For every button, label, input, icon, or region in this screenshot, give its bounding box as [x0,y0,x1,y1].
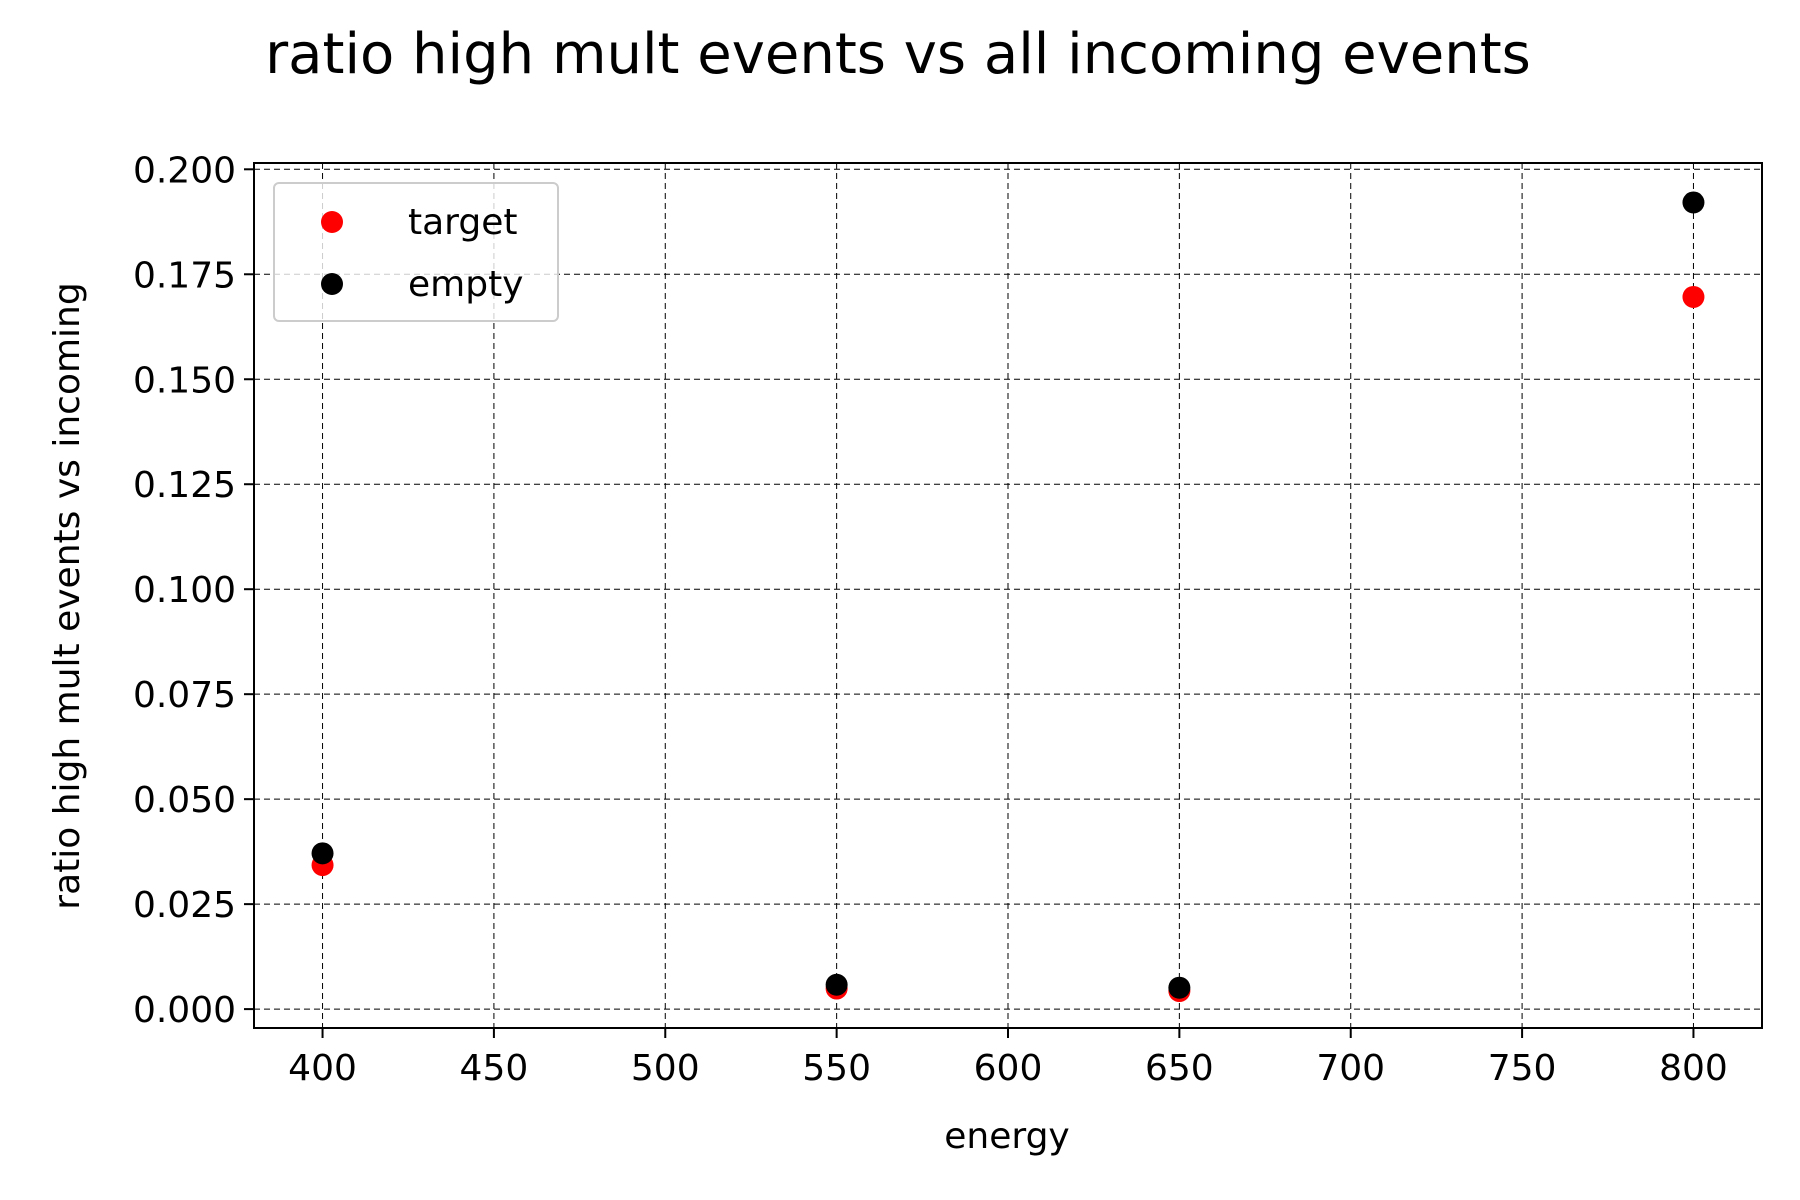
point-empty [1682,191,1705,214]
y-tick-label: 0.125 [133,465,236,506]
point-target [1682,285,1705,308]
x-tick-label: 600 [974,1048,1043,1089]
series-empty [311,191,1705,999]
y-tick-label: 0.175 [133,255,236,296]
x-tick-label: 400 [288,1048,357,1089]
data-points [311,191,1705,1003]
y-tick-label: 0.000 [133,990,236,1031]
y-tick-label: 0.050 [133,780,236,821]
x-tick-label: 450 [460,1048,529,1089]
y-tick-label: 0.025 [133,885,236,926]
x-tick-label: 650 [1145,1048,1214,1089]
y-tick-label: 0.150 [133,360,236,401]
legend: target empty [273,182,559,322]
x-tick-label: 750 [1488,1048,1557,1089]
y-tick-label: 0.200 [133,150,236,191]
point-empty [311,842,334,865]
y-axis-ticks: 0.000 0.025 0.050 0.075 0.100 0.125 0.150 0.175… [133,150,254,1031]
point-empty [825,973,848,996]
y-tick-label: 0.100 [133,570,236,611]
legend-marker-target [321,211,343,233]
x-tick-label: 550 [802,1048,871,1089]
x-axis-label: energy [944,1116,1069,1157]
y-axis-label: ratio high mult events vs incoming [47,282,88,909]
legend-box [273,182,559,322]
x-tick-label: 500 [631,1048,700,1089]
legend-marker-empty [321,273,343,295]
legend-label-empty: empty [408,264,524,305]
legend-label-target: target [408,202,517,243]
legend-items: target empty [321,202,524,305]
y-tick-label: 0.075 [133,675,236,716]
x-tick-label: 700 [1316,1048,1385,1089]
x-axis-ticks: 400 450 500 550 600 650 700 750 800 [288,1028,1728,1089]
chart-title: ratio high mult events vs all incoming e… [265,22,1531,87]
x-tick-label: 800 [1659,1048,1728,1089]
point-empty [1168,976,1191,999]
